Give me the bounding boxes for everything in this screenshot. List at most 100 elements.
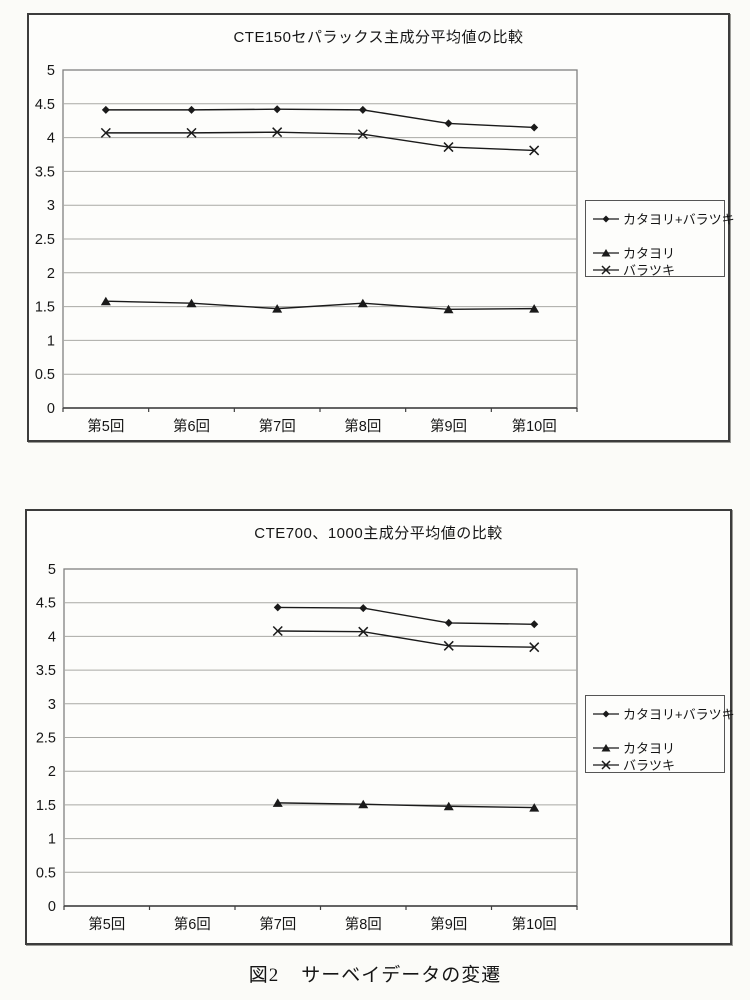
y-axis-label: 4 [48,629,56,645]
data-point-triangle-marker [272,304,283,313]
y-axis-label: 2 [48,764,56,780]
data-point-diamond-marker [273,603,282,612]
legend-label: カタヨリ+バラツキ [623,212,735,227]
data-point-x-marker [601,759,611,770]
data-point-x-marker [443,640,454,651]
x-marker-icon [593,759,619,771]
data-point-diamond-marker [602,710,610,717]
x-axis-label: 第6回 [173,417,210,435]
x-axis-label: 第9回 [430,417,467,435]
triangle-marker-icon [593,247,619,259]
legend-item: カタヨリ+バラツキ [593,705,735,722]
diamond-marker-icon [593,213,619,225]
y-axis-label: 0 [48,899,56,915]
data-point-diamond-marker [358,105,367,114]
data-point-x-marker [357,129,368,140]
y-axis-label: 2.5 [36,731,56,747]
x-axis-label: 第5回 [88,915,125,933]
data-point-triangle-marker [357,298,368,308]
chart-cte700-1000: CTE700、1000主成分平均値の比較 5 4.5 4 3.5 3 2.5 2 1.5 1 0.… [25,509,735,945]
x-axis-label: 第5回 [87,417,124,435]
data-point-diamond-marker [602,215,610,222]
data-point-x-marker [272,625,283,637]
x-axis-label: 第9回 [430,915,467,933]
data-point-triangle-marker [186,298,197,308]
chart-title: CTE700、1000主成分平均値の比較 [254,525,503,542]
legend-item: バラツキ [593,261,718,278]
figure-caption-label: 図2 [248,965,280,986]
y-axis-label: 3.5 [36,663,56,679]
data-point-triangle-marker [601,248,611,256]
x-axis-label: 第8回 [345,915,382,933]
figure-caption: 図2 サーベイデータの変遷 [0,960,750,987]
data-point-triangle-marker [529,803,540,812]
x-axis-label: 第6回 [174,915,211,933]
data-point-x-marker [100,127,111,138]
data-point-x-marker [272,127,283,138]
series-line [277,802,535,809]
data-point-x-marker [529,145,540,156]
data-point-x-marker [601,264,611,275]
data-point-diamond-marker [444,618,453,627]
series-line [277,606,535,625]
chart-title: CTE150セパラックス主成分平均値の比較 [233,29,524,46]
data-point-diamond-marker [444,119,453,128]
data-point-diamond-marker [359,604,368,613]
y-axis-label: 0.5 [36,865,56,881]
legend-label: バラツキ [623,758,676,773]
data-point-diamond-marker [530,123,539,132]
legend-label: バラツキ [623,263,676,278]
legend-item: カタヨリ [593,244,718,261]
data-point-x-marker [443,142,454,153]
x-marker-icon [593,264,619,276]
x-axis-label: 第10回 [512,915,557,933]
legend-item: バラツキ [593,756,718,773]
legend: カタヨリ+バラツキ カタヨリ バラツキ [585,695,735,773]
data-point-triangle-marker [601,743,611,751]
y-axis-label: 1 [47,333,55,349]
legend: カタヨリ+バラツキ カタヨリ バラツキ [585,200,735,278]
figure-caption-text: サーベイデータの変遷 [301,965,502,986]
data-point-triangle-marker [272,798,283,807]
data-point-diamond-marker [273,105,282,114]
plot-area: 5 4.5 4 3.5 3 2.5 2 1.5 1 0.5 0 第5回 第6回 第7回 第8回 第9回 第10回 [35,63,578,435]
legend-item: カタヨリ+バラツキ [593,210,735,227]
legend-label: カタヨリ [623,741,676,756]
y-axis-label: 0 [47,401,55,417]
data-point-triangle-marker [529,304,540,313]
legend-label: カタヨリ+バラツキ [623,707,735,722]
y-axis-label: 3.5 [35,164,55,180]
x-axis-label: 第7回 [259,417,296,435]
data-point-triangle-marker [100,296,111,306]
y-axis-label: 5 [47,63,55,79]
y-axis-label: 1 [48,832,56,848]
plot-area: 5 4.5 4 3.5 3 2.5 2 1.5 1 0.5 0 第5回 第6回 第7回 第8回 第9回 第10回 [36,562,578,933]
data-point-triangle-marker [443,801,454,811]
y-axis-label: 1.5 [35,300,55,316]
diamond-marker-icon [593,708,619,720]
chart-cte150: CTE150セパラックス主成分平均値の比較 5 4.5 4 3.5 3 2.5 2 1.5 1 0… [27,13,735,442]
data-point-x-marker [186,127,197,138]
y-axis-label: 3 [47,198,55,214]
data-point-triangle-marker [358,799,369,809]
series-line [105,300,535,311]
series-line [277,630,535,648]
y-axis-label: 1.5 [36,798,56,814]
series-line [105,131,535,152]
y-axis-label: 0.5 [35,367,55,383]
y-axis-label: 3 [48,697,56,713]
data-point-triangle-marker [443,304,454,314]
y-axis-label: 4.5 [35,97,55,113]
data-point-diamond-marker [530,620,539,629]
data-point-diamond-marker [187,105,196,114]
legend-label: カタヨリ [623,246,676,261]
data-point-diamond-marker [101,105,110,114]
y-axis-label: 4.5 [36,596,56,612]
y-axis-label: 5 [48,562,56,578]
x-axis-label: 第10回 [512,417,557,435]
x-axis-label: 第8回 [344,417,381,435]
x-axis-label: 第7回 [259,915,296,933]
triangle-marker-icon [593,742,619,754]
data-point-x-marker [529,642,540,653]
